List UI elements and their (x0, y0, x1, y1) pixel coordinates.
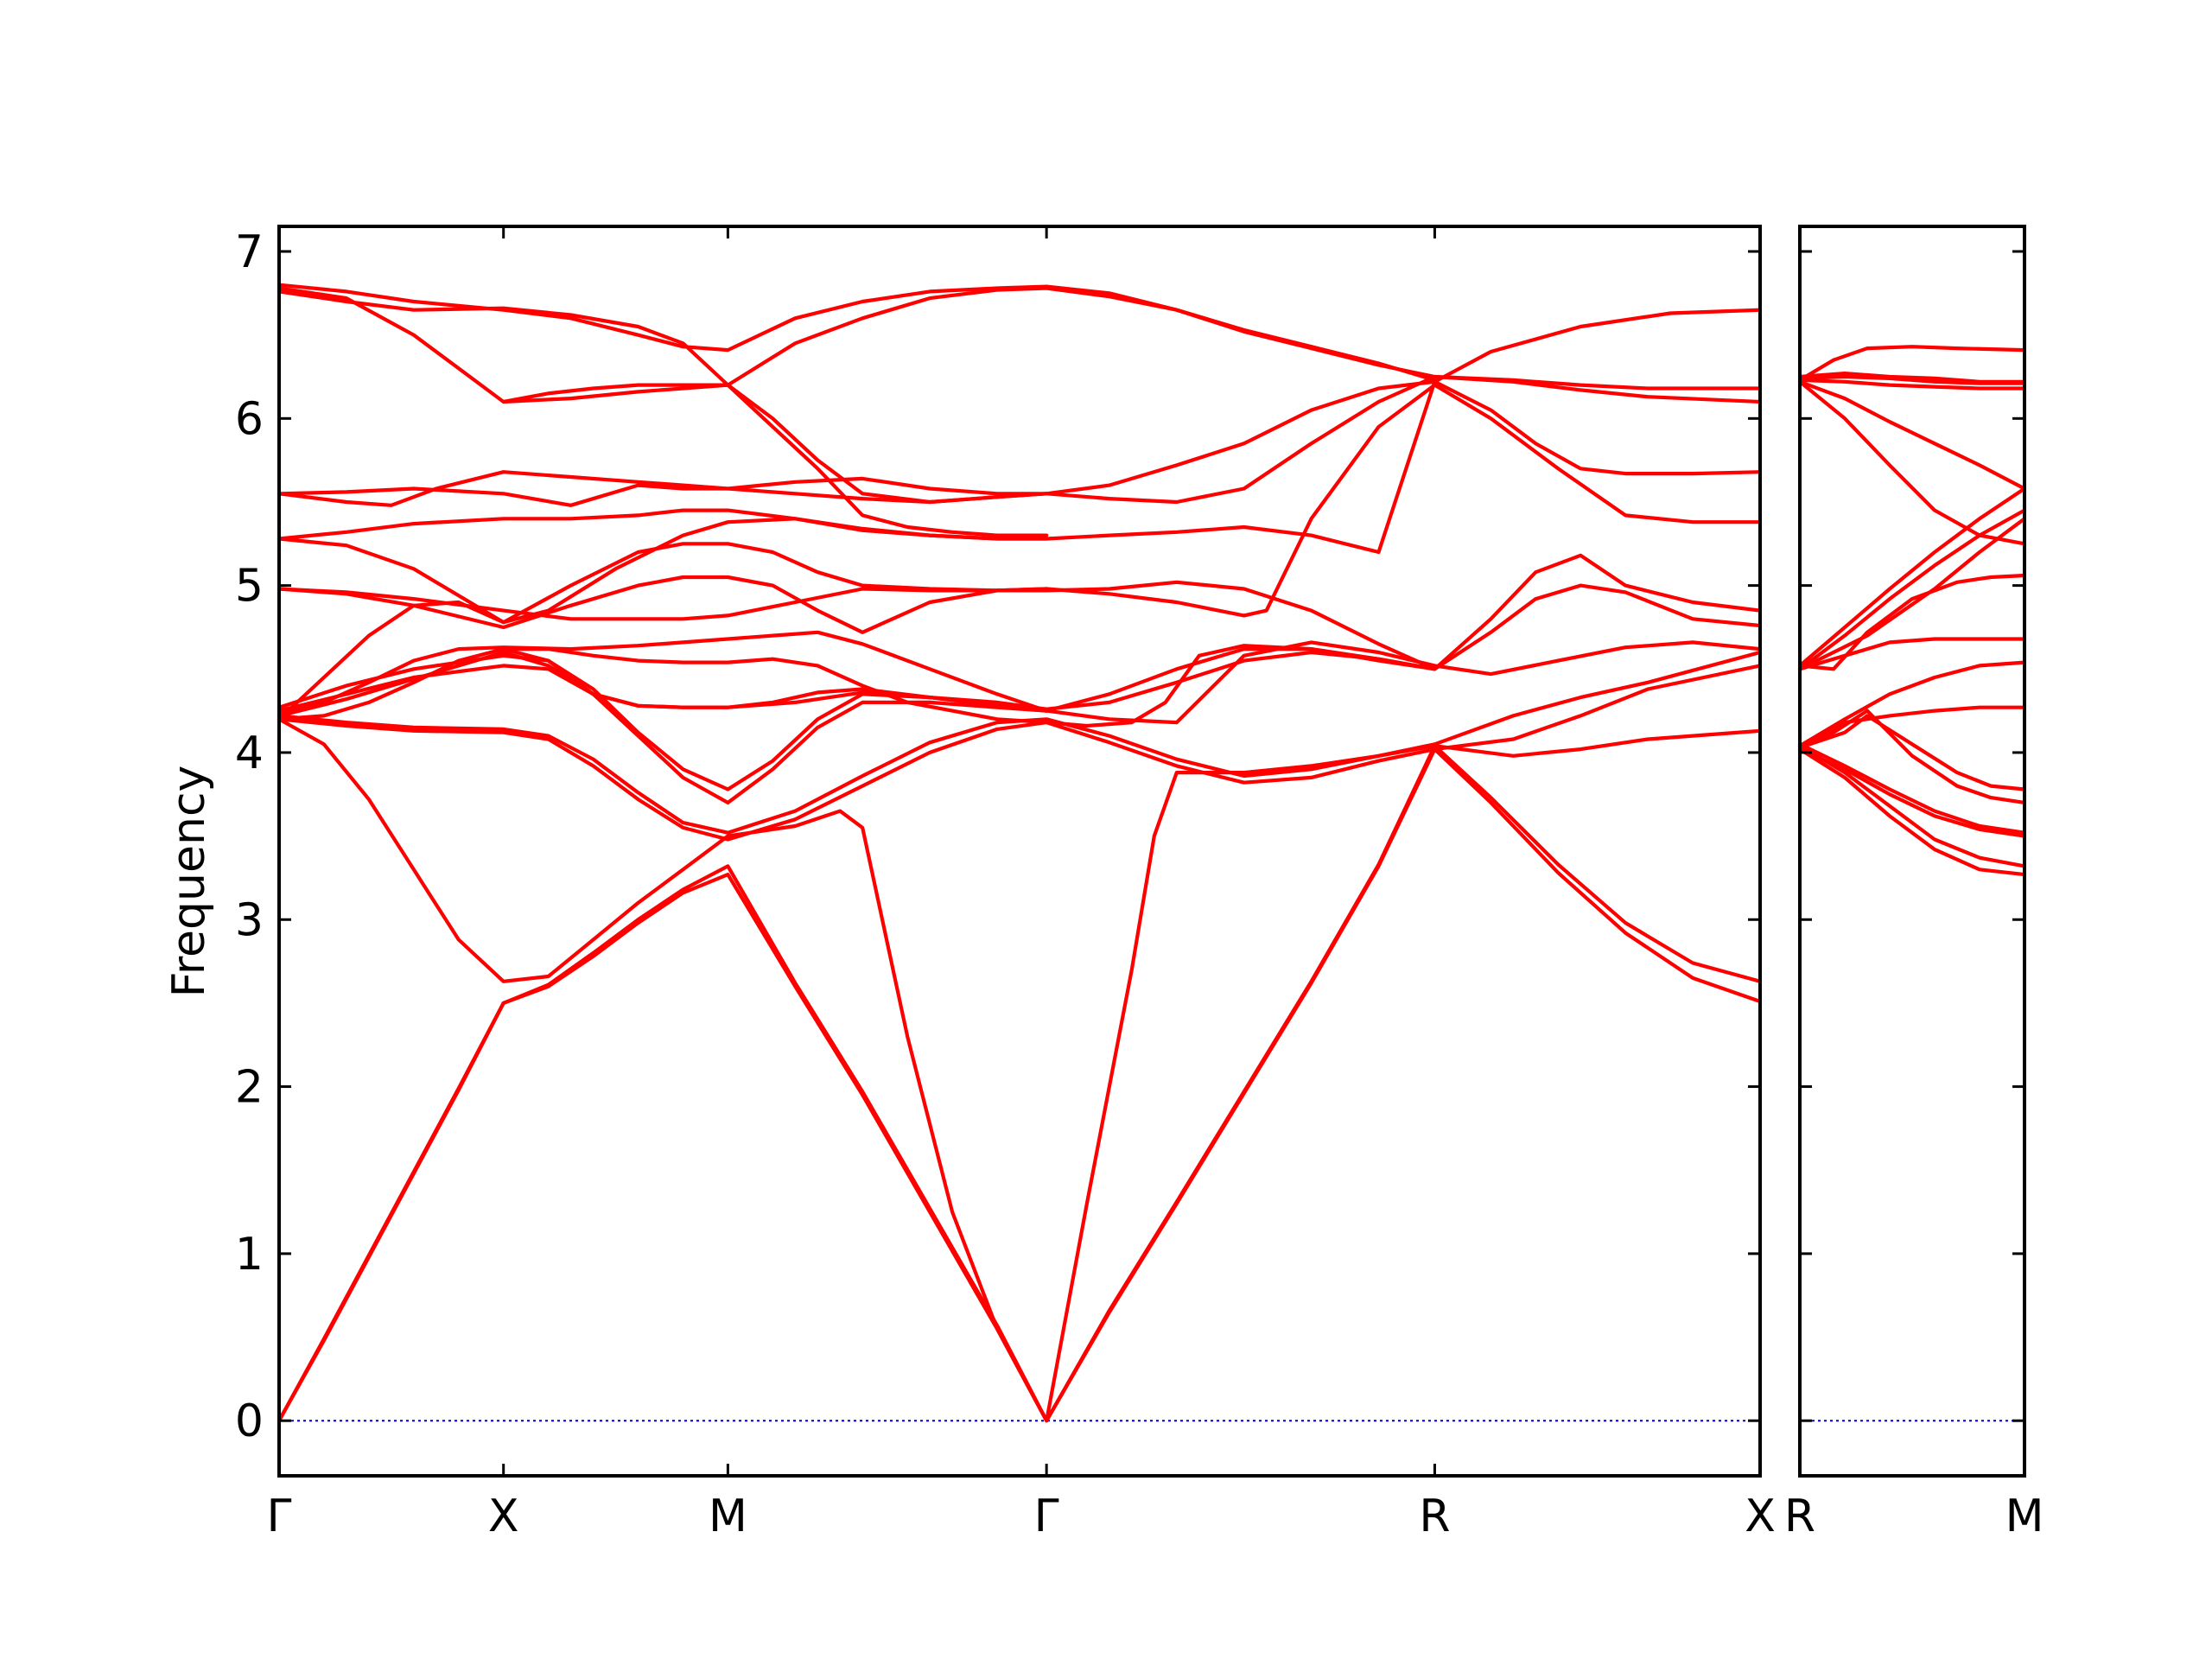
x-tick-label: Γ (1034, 1491, 1059, 1542)
axes-frame (1798, 225, 2026, 1478)
band-line-8 (1797, 660, 2027, 748)
y-tick-label: 1 (235, 1229, 264, 1281)
band-line-22 (501, 647, 1049, 713)
band-line-1 (1797, 747, 2027, 877)
x-tick-label: X (1745, 1491, 1776, 1542)
y-axis-label: Frequency (163, 766, 215, 998)
x-tick-label: R (1784, 1491, 1815, 1542)
y-tick-label: 3 (235, 894, 264, 946)
band-line-14 (276, 537, 1049, 625)
band-line-5 (276, 650, 1763, 835)
band-line-21 (501, 383, 1049, 505)
band-line-16 (1797, 378, 2027, 391)
x-tick-label: M (2005, 1491, 2044, 1542)
y-tick-label: 5 (235, 561, 264, 613)
band-line-6 (276, 640, 1763, 804)
x-tick-label: Γ (267, 1491, 292, 1542)
band-line-15 (276, 508, 1049, 541)
band-line-4 (276, 664, 1763, 842)
band-line-20 (276, 286, 1437, 387)
band-line-2 (1797, 744, 2027, 868)
x-tick-label: R (1419, 1491, 1450, 1542)
x-tick-label: X (488, 1491, 519, 1542)
band-line-18 (1797, 372, 2027, 384)
y-tick-label: 2 (235, 1062, 264, 1114)
y-tick-label: 0 (235, 1395, 264, 1447)
band-line-11 (1797, 508, 2027, 671)
panel-main: 0 1 2 3 4 5 6 7 Γ X M Γ R X (235, 225, 1776, 1542)
band-line-14 (1797, 379, 2027, 546)
band-line-12 (276, 580, 1437, 671)
band-line-9 (1797, 637, 2027, 671)
y-tick-label: 7 (235, 226, 264, 278)
band-line-13 (1797, 517, 2027, 671)
band-line-10 (1797, 573, 2027, 671)
band-line-7 (1797, 705, 2027, 752)
y-tick-label: 6 (235, 393, 264, 445)
y-tick-label: 4 (235, 728, 264, 779)
band-line-3 (1797, 747, 2027, 838)
band-line-4 (1797, 742, 2027, 835)
band-line-12 (1797, 486, 2027, 668)
band-line-2 (276, 744, 1763, 1423)
band-line-19 (1797, 345, 2027, 382)
band-line-10 (276, 630, 1049, 716)
axes-frame (277, 225, 1762, 1478)
band-line-9 (276, 644, 1437, 728)
band-line-15 (1797, 379, 2027, 491)
x-tick-label: M (709, 1491, 747, 1542)
band-line-6 (1797, 714, 2027, 791)
band-line-5 (1797, 709, 2027, 804)
